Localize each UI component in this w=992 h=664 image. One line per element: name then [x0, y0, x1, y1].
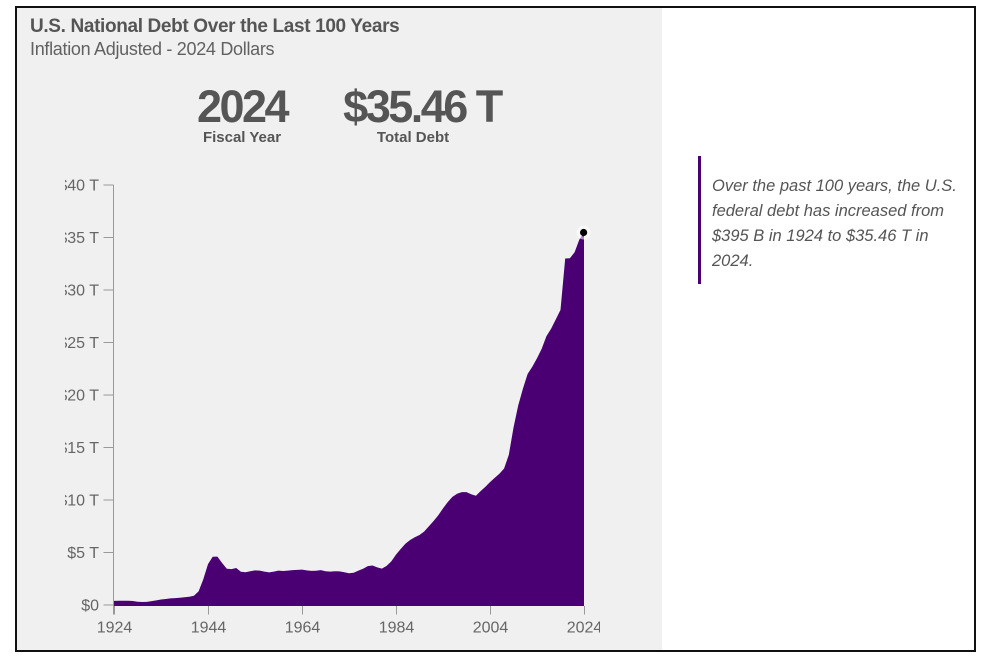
svg-text:$35 T: $35 T [65, 230, 99, 247]
svg-text:1944: 1944 [191, 620, 227, 637]
svg-text:$10 T: $10 T [65, 493, 99, 510]
svg-text:$30 T: $30 T [65, 283, 99, 300]
svg-text:1924: 1924 [97, 620, 133, 637]
svg-text:$20 T: $20 T [65, 388, 99, 405]
svg-text:1964: 1964 [285, 620, 321, 637]
svg-text:$5 T: $5 T [67, 545, 99, 562]
svg-text:1984: 1984 [379, 620, 415, 637]
svg-text:$0: $0 [81, 598, 99, 615]
svg-text:$25 T: $25 T [65, 335, 99, 352]
svg-text:2004: 2004 [473, 620, 509, 637]
svg-text:$15 T: $15 T [65, 440, 99, 457]
svg-text:2024: 2024 [567, 620, 600, 637]
svg-text:$40 T: $40 T [65, 178, 99, 195]
